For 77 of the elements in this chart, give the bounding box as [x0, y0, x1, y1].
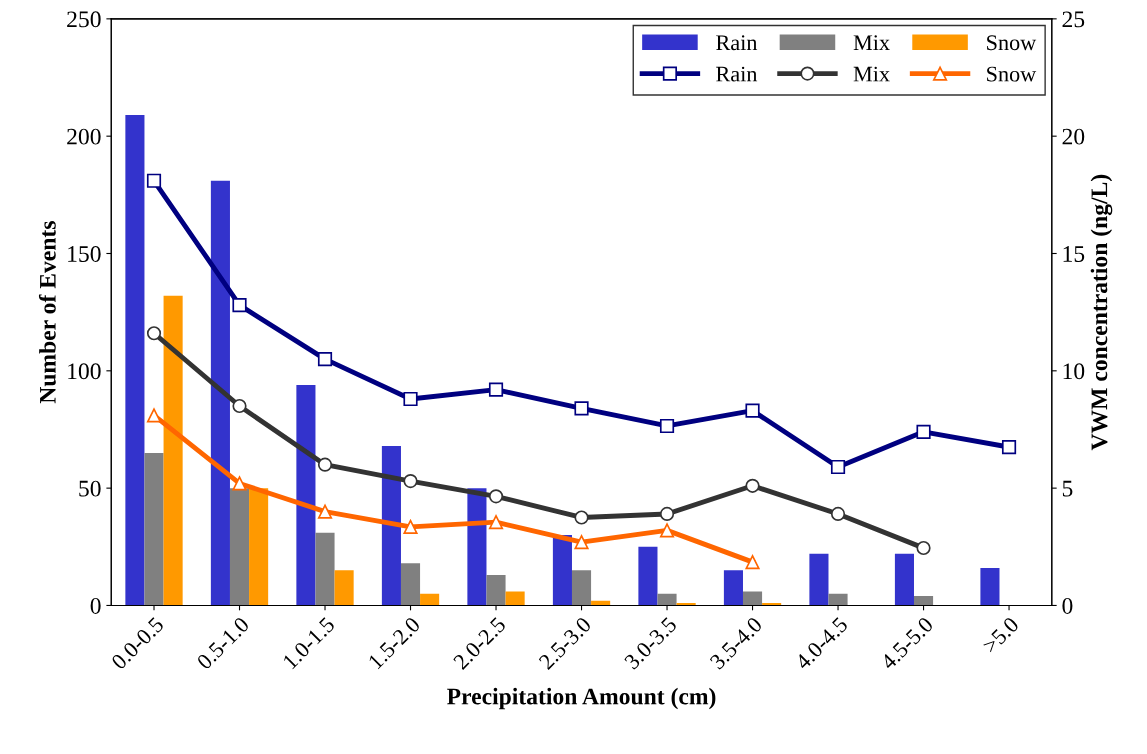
point — [830, 506, 846, 522]
bar — [505, 591, 525, 606]
bar — [657, 593, 677, 606]
bar — [381, 445, 401, 606]
point — [745, 403, 760, 418]
y-tick-label: 150 — [68, 245, 101, 262]
legend-label: Mix — [853, 66, 890, 82]
bar — [296, 384, 316, 606]
x-tick-label: >5.0 — [981, 616, 1020, 655]
point — [745, 554, 760, 570]
y-axis-title: Number of Events — [38, 221, 56, 404]
point — [232, 298, 247, 313]
point — [659, 523, 675, 538]
point — [488, 489, 504, 504]
y2-tick-label: 0 — [1062, 597, 1073, 614]
point — [317, 351, 333, 367]
y-tick-label: 0 — [90, 597, 101, 614]
point — [403, 474, 418, 489]
point — [659, 418, 675, 434]
bar — [400, 563, 421, 606]
point — [146, 173, 162, 188]
bar — [742, 591, 763, 606]
point — [659, 506, 675, 522]
point — [745, 478, 760, 493]
y-tick-label: 100 — [68, 363, 101, 380]
bar — [828, 593, 848, 606]
legend-label: Snow — [987, 66, 1037, 82]
point — [830, 459, 846, 475]
y2-tick-label: 15 — [1063, 246, 1085, 262]
bar — [894, 553, 914, 606]
bar — [571, 570, 592, 606]
bar — [552, 535, 572, 606]
point — [146, 408, 162, 423]
point — [232, 398, 247, 414]
point — [488, 382, 504, 397]
bar — [809, 553, 829, 606]
y2-axis-title: VWM concentration (ng/L) — [1090, 174, 1113, 451]
point — [1001, 439, 1017, 455]
y2-tick-label: 20 — [1062, 128, 1085, 145]
bar — [334, 570, 354, 606]
bar — [638, 546, 658, 606]
y-tick-label: 50 — [79, 480, 101, 497]
y2-tick-label: 25 — [1062, 11, 1085, 28]
y2-tick-label: 10 — [1063, 363, 1085, 380]
y2-tick-label: 5 — [1062, 480, 1073, 497]
bar — [144, 452, 164, 606]
legend-label: Rain — [716, 35, 758, 51]
bar — [249, 488, 269, 606]
point — [916, 424, 931, 439]
legend-label: Mix — [853, 35, 890, 50]
bar — [210, 180, 230, 606]
point — [403, 391, 418, 407]
y-tick-label: 200 — [67, 128, 101, 145]
bar — [914, 596, 934, 606]
bar — [980, 567, 1000, 606]
y-tick-label: 250 — [67, 11, 101, 28]
bar — [125, 115, 145, 606]
point — [488, 515, 504, 530]
bar — [467, 488, 487, 606]
bar — [229, 488, 250, 606]
bar — [163, 295, 183, 606]
point — [574, 535, 589, 550]
bar — [315, 532, 335, 606]
bar — [723, 570, 743, 606]
point — [317, 457, 333, 472]
point — [317, 504, 333, 519]
legend-label: Rain — [716, 66, 758, 82]
point — [916, 540, 931, 556]
point — [574, 401, 589, 416]
point — [403, 519, 418, 534]
legend-label: Snow — [987, 35, 1037, 51]
point — [232, 476, 247, 491]
x-axis-title: Precipitation Amount (cm) — [447, 687, 716, 710]
bar — [486, 574, 506, 606]
point — [574, 510, 589, 525]
bar — [420, 593, 440, 606]
point — [146, 326, 162, 341]
